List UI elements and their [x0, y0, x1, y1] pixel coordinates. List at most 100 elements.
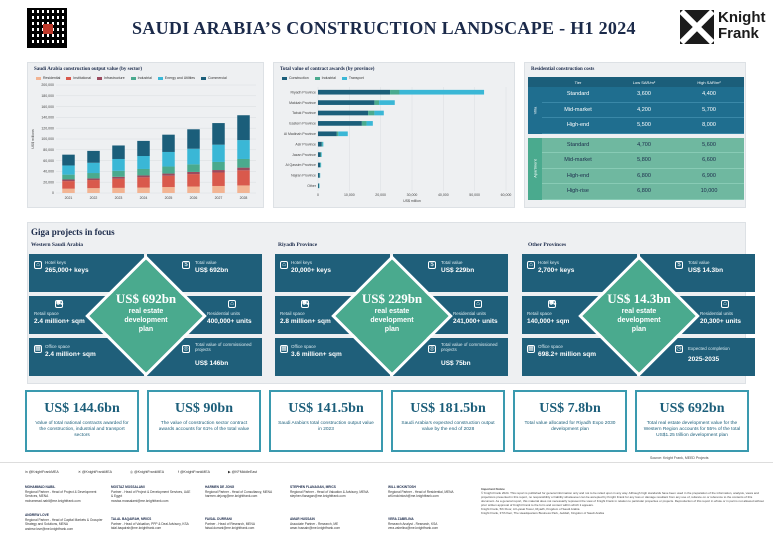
stat-card: US$ 144.6bn Value of total national contr… [25, 390, 139, 452]
bar-segment [318, 162, 321, 168]
x-tick-label: 50,000 [469, 193, 480, 197]
bar-segment [112, 170, 125, 177]
bar-segment [318, 131, 337, 137]
costs-table: Tier Low SAR/m² High SAR/m² Villa Standa… [528, 77, 744, 200]
coins-icon: ◎ [428, 345, 436, 353]
bar-segment [87, 180, 100, 189]
bar-segment [379, 100, 395, 105]
contact-card: TALAL BAQAIRAH, MRICS Partner - Head of V… [111, 517, 189, 530]
legend-item: Energy and Utilities [157, 76, 195, 80]
knight-frank-logo[interactable]: Knight Frank [680, 8, 770, 48]
social-link-x[interactable]: ✕ @KnightFrankMEA [78, 470, 112, 474]
x-tick-label: 60,000 [501, 193, 512, 197]
social-link-youtube[interactable]: ▶ @KFMiddleEast [228, 470, 258, 474]
stat-card: US$ 7.8bn Total value allocated for Riyad… [513, 390, 627, 452]
legend-item: Transport [341, 76, 364, 80]
y-tick-label: Makkah Province [289, 101, 316, 105]
house-icon: ⌂ [721, 300, 729, 308]
y-tick-label: Eastern Province [289, 122, 316, 126]
bar-segment [320, 152, 322, 157]
bar-segment [374, 110, 384, 116]
bar-segment [318, 173, 320, 178]
bar-segment [399, 89, 485, 95]
source-note: Source: Knight Frank, MEED Projects [650, 456, 709, 460]
bar-segment [318, 152, 321, 157]
bar-segment [322, 141, 324, 147]
bar-segment [87, 173, 100, 179]
bar-segment [237, 170, 250, 186]
social-link-facebook[interactable]: f @KnightFrankMEA [178, 470, 210, 474]
legend-item: Construction [282, 76, 309, 80]
center-diamond: US$ 229bn real estate development plan [331, 255, 453, 377]
center-diamond: US$ 692bn real estate development plan [85, 255, 207, 377]
bar-segment [162, 151, 175, 167]
giga-projects-section: Giga projects in focus Western Saudi Ara… [27, 222, 755, 384]
x-tick-label: 2021 [65, 196, 73, 200]
bar-segment [361, 121, 367, 126]
stat-card: US$ 692bn Total real estate development v… [635, 390, 749, 452]
villa-block: Villa Standard 3,600 4,400 Mid-market 4,200… [528, 87, 744, 134]
logo-line-2: Frank [718, 25, 759, 42]
x-tick-label: 40,000 [438, 193, 449, 197]
bar-segment [318, 141, 322, 147]
legend-item: Residential [36, 76, 60, 80]
output-chart-legend: Residential Institutional Infrastructure In… [36, 76, 227, 80]
bar-segment [212, 185, 225, 193]
output-chart-panel: Saudi Arabia construction output value (… [27, 62, 264, 208]
table-row: Standard 3,600 4,400 [528, 87, 744, 103]
bar-segment [318, 121, 362, 126]
bar-segment [187, 171, 200, 175]
contact-card: VERA ZABELINA Research Analyst - Research… [388, 517, 439, 530]
calendar-icon: ◷ [675, 345, 683, 353]
dollar-icon: $ [182, 261, 190, 269]
hotel-icon: ⌂ [280, 261, 288, 269]
table-row: High-rise 6,800 10,000 [528, 184, 744, 200]
awards-chart-title: Total value of contract awards (by provi… [280, 67, 375, 72]
bar-segment [112, 187, 125, 193]
dollar-icon: $ [675, 261, 683, 269]
table-row: Mid-market 4,200 5,700 [528, 102, 744, 118]
social-link-instagram[interactable]: ◎ @KnightFrankMEA [130, 470, 165, 474]
apartment-block: Apartment Standard 4,700 5,600 Mid-market 5… [528, 137, 744, 200]
coins-icon: ◎ [182, 345, 190, 353]
y-tick-label: Jazan Province [292, 153, 316, 157]
bar-segment [87, 188, 100, 193]
bar-segment [187, 148, 200, 165]
contact-card: WILL MCKINTOSH Regional Partner - Head of… [388, 485, 454, 498]
social-link-linkedin[interactable]: in @KnightFrankMEA [25, 470, 59, 474]
house-icon: ⌂ [228, 300, 236, 308]
table-row: High-end 6,800 6,900 [528, 168, 744, 184]
bar-segment [212, 170, 225, 173]
y-tick-label: 140,000 [41, 116, 54, 120]
contact-card: AMAR HUSSAIN Associate Partner - Research… [290, 517, 341, 530]
awards-chart-legend: Construction Industrial Transport [282, 76, 364, 80]
y-tick-label: 60,000 [43, 159, 54, 163]
bar-segment [137, 156, 150, 169]
page-title: SAUDI ARABIA’S CONSTRUCTION LANDSCAPE - … [132, 18, 636, 38]
bar-segment [137, 187, 150, 193]
cart-icon: ⛟ [548, 300, 557, 308]
important-notice: Important Notice © Knight Frank 2024. Th… [481, 487, 766, 515]
y-tick-label: Tabuk Province [292, 111, 316, 115]
bar-segment [137, 175, 150, 178]
output-chart-svg: 0 20,000 40,000 60,000 80,000 100,000 120,000 1… [31, 83, 256, 200]
bar-segment [137, 177, 150, 188]
region-title-other: Other Provinces [528, 242, 567, 248]
contact-card: MOHAMMAD NABIL Regional Partner - Head of… [25, 485, 97, 503]
y-tick-label: Al Madinah Province [284, 132, 316, 136]
bar-segment [237, 115, 250, 141]
office-icon: ▦ [34, 345, 42, 353]
x-tick-label: 10,000 [344, 193, 355, 197]
output-chart-title: Saudi Arabia construction output value (… [34, 67, 143, 72]
bar-segment [336, 131, 339, 137]
bar-segment [187, 174, 200, 187]
qr-code[interactable] [27, 8, 67, 48]
y-tick-label: 160,000 [41, 105, 54, 109]
contact-card: FAISAL DURRANI Partner - Head of Research… [205, 517, 255, 530]
y-tick-label: 40,000 [43, 170, 54, 174]
region-card-western: ⌂ Hotel keys 265,000+ keys $ Total value US$… [29, 254, 262, 378]
bar-segment [237, 140, 250, 159]
hotel-icon: ⌂ [527, 261, 535, 269]
low-header: Low SAR/m² [632, 79, 656, 85]
bar-segment [187, 164, 200, 172]
